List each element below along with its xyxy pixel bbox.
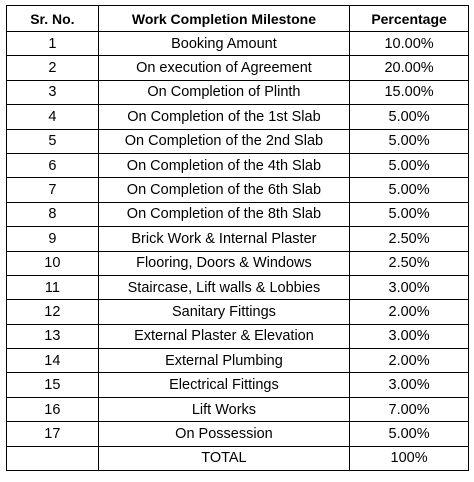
percentage: 3.00% bbox=[349, 274, 469, 301]
table-row: 7 On Completion of the 6th Slab 5.00% bbox=[6, 177, 469, 203]
table-row: 9 Brick Work & Internal Plaster 2.50% bbox=[6, 226, 469, 252]
percentage: 5.00% bbox=[349, 201, 469, 228]
percentage: 7.00% bbox=[349, 396, 469, 423]
percentage: 2.00% bbox=[349, 299, 469, 325]
milestone: On Possession bbox=[97, 421, 351, 447]
table-row: 6 On Completion of the 4th Slab 5.00% bbox=[6, 152, 469, 179]
milestone: On Completion of the 1st Slab bbox=[97, 104, 351, 130]
milestone: On Completion of the 2nd Slab bbox=[97, 128, 351, 154]
sr-no: 17 bbox=[6, 421, 99, 447]
table-row: 16 Lift Works 7.00% bbox=[6, 396, 469, 423]
percentage: 5.00% bbox=[349, 104, 469, 130]
sr-no: 10 bbox=[6, 250, 99, 276]
sr-no: 3 bbox=[6, 79, 99, 106]
table-row: 8 On Completion of the 8th Slab 5.00% bbox=[6, 201, 469, 228]
header-cell: Work Completion Milestone bbox=[97, 5, 351, 32]
milestone: Lift Works bbox=[97, 396, 351, 423]
sr-no: 5 bbox=[6, 128, 99, 154]
percentage: 5.00% bbox=[349, 421, 469, 447]
table-row: 1 Booking Amount 10.00% bbox=[6, 30, 469, 57]
sr-no: 15 bbox=[6, 372, 99, 398]
table-row: 13 External Plaster & Elevation 3.00% bbox=[6, 323, 469, 350]
table-row: 2 On execution of Agreement 20.00% bbox=[6, 55, 469, 81]
milestone: External Plumbing bbox=[97, 348, 351, 374]
milestone-table: Sr. No. Work Completion Milestone Percen… bbox=[6, 5, 469, 472]
percentage: 5.00% bbox=[349, 177, 469, 203]
sr-no: 13 bbox=[6, 323, 99, 350]
percentage: 2.50% bbox=[349, 250, 469, 276]
table-row: 11 Staircase, Lift walls & Lobbies 3.00% bbox=[6, 274, 469, 301]
milestone: Electrical Fittings bbox=[97, 372, 351, 398]
percentage: 2.00% bbox=[349, 348, 469, 374]
table-row: 12 Sanitary Fittings 2.00% bbox=[6, 299, 469, 325]
table-row: 15 Electrical Fittings 3.00% bbox=[6, 372, 469, 398]
milestone: Sanitary Fittings bbox=[97, 299, 351, 325]
table-body: 1 Booking Amount 10.00% 2 On execution of Ag… bbox=[6, 30, 469, 447]
milestone: On Completion of the 6th Slab bbox=[97, 177, 351, 203]
table-row: 10 Flooring, Doors & Windows 2.50% bbox=[6, 250, 469, 276]
sr-no: 7 bbox=[6, 177, 99, 203]
sr-no: 2 bbox=[6, 55, 99, 81]
sr-no: 14 bbox=[6, 348, 99, 374]
header-cell: Percentage bbox=[349, 5, 469, 32]
sr-no: 8 bbox=[6, 201, 99, 228]
sr-no: 4 bbox=[6, 104, 99, 130]
percentage: 3.00% bbox=[349, 372, 469, 398]
table-row: 17 On Possession 5.00% bbox=[6, 421, 469, 447]
percentage: 5.00% bbox=[349, 128, 469, 154]
milestone: On Completion of the 4th Slab bbox=[97, 152, 351, 179]
total-row: TOTAL 100% bbox=[6, 445, 469, 472]
milestone: On Completion of Plinth bbox=[97, 79, 351, 106]
milestone: On execution of Agreement bbox=[97, 55, 351, 81]
sr-no: 9 bbox=[6, 226, 99, 252]
percentage: 10.00% bbox=[349, 30, 469, 57]
total-label: TOTAL bbox=[97, 445, 351, 472]
sr-no: 16 bbox=[6, 396, 99, 423]
percentage: 5.00% bbox=[349, 152, 469, 179]
percentage: 3.00% bbox=[349, 323, 469, 350]
sr-no: 11 bbox=[6, 274, 99, 301]
header-cell: Sr. No. bbox=[6, 5, 99, 32]
sr-no: 1 bbox=[6, 30, 99, 57]
percentage: 15.00% bbox=[349, 79, 469, 106]
empty-cell bbox=[6, 445, 99, 472]
milestone: Booking Amount bbox=[97, 30, 351, 57]
percentage: 2.50% bbox=[349, 226, 469, 252]
milestone: Staircase, Lift walls & Lobbies bbox=[97, 274, 351, 301]
header-row: Sr. No. Work Completion Milestone Percen… bbox=[6, 5, 469, 32]
sr-no: 6 bbox=[6, 152, 99, 179]
milestone: Flooring, Doors & Windows bbox=[97, 250, 351, 276]
total-percentage: 100% bbox=[349, 445, 469, 472]
table-row: 14 External Plumbing 2.00% bbox=[6, 348, 469, 374]
percentage: 20.00% bbox=[349, 55, 469, 81]
milestone: External Plaster & Elevation bbox=[97, 323, 351, 350]
sr-no: 12 bbox=[6, 299, 99, 325]
milestone: Brick Work & Internal Plaster bbox=[97, 226, 351, 252]
table-row: 4 On Completion of the 1st Slab 5.00% bbox=[6, 104, 469, 130]
table-row: 3 On Completion of Plinth 15.00% bbox=[6, 79, 469, 106]
table-row: 5 On Completion of the 2nd Slab 5.00% bbox=[6, 128, 469, 154]
milestone: On Completion of the 8th Slab bbox=[97, 201, 351, 228]
